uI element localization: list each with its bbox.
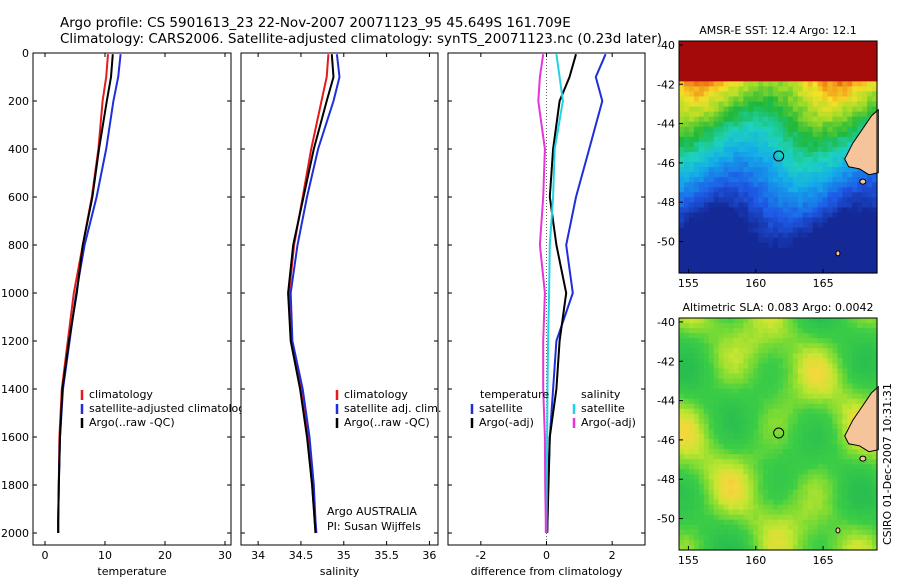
- x-tick-label: 34: [251, 549, 265, 562]
- y-tick-label: 1400: [1, 383, 29, 396]
- land-auckland-islands: [835, 250, 841, 257]
- x-tick-label: 20: [158, 549, 172, 562]
- sst-map-panel: AMSR-E SST: 12.4 Argo: 12.1 155 160 165 -40 -…: [657, 24, 879, 290]
- x-axis-label: difference from climatology: [471, 565, 623, 578]
- map-y-tick-label: -42: [657, 355, 675, 368]
- map-title: AMSR-E SST: 12.4 Argo: 12.1: [699, 24, 857, 37]
- x-tick-label: 35: [337, 549, 351, 562]
- x-tick-label: 36: [422, 549, 436, 562]
- x-tick-label: 30: [218, 549, 232, 562]
- map-x-tick-label: 165: [813, 277, 834, 290]
- x-axis-label: salinity: [320, 565, 360, 578]
- land-auckland-islands: [835, 527, 841, 534]
- map-frame: [678, 317, 878, 551]
- land-new-zealand: [844, 385, 879, 453]
- legend-label: satellite: [479, 402, 523, 415]
- map-y-tick-label: -46: [657, 434, 675, 447]
- legend-label: satellite: [581, 402, 625, 415]
- land-stewart-island: [859, 455, 867, 462]
- legend-label: satellite adj. clim.: [344, 402, 441, 415]
- map-y-tick-label: -40: [657, 39, 675, 52]
- title-line-1: Argo profile: CS 5901613_23 22-Nov-2007 …: [60, 15, 571, 31]
- argo-position-marker: [773, 150, 785, 162]
- map-title: Altimetric SLA: 0.083 Argo: 0.0042: [682, 301, 873, 314]
- land-new-zealand: [844, 108, 879, 176]
- y-tick-label: 1200: [1, 335, 29, 348]
- x-tick-label: -2: [475, 549, 486, 562]
- map-x-tick-label: 155: [678, 277, 699, 290]
- series-line: [537, 54, 547, 533]
- salinity-panel: 34 34.5 35 35.5 36 salinity climatologysatelli…: [240, 52, 441, 578]
- map-y-tick-label: -44: [657, 118, 675, 131]
- x-tick-label: 0: [42, 549, 49, 562]
- map-y-tick-label: -42: [657, 78, 675, 91]
- y-tick-label: 0: [22, 47, 29, 60]
- title-line-2: Climatology: CARS2006. Satellite-adjuste…: [60, 31, 662, 47]
- x-tick-label: 35.5: [374, 549, 399, 562]
- difference-panel: -2 0 2 difference from climatology temperatu…: [447, 52, 646, 578]
- x-axis-label: temperature: [97, 565, 166, 578]
- map-y-tick-label: -44: [657, 395, 675, 408]
- map-y-tick-label: -46: [657, 157, 675, 170]
- y-tick-label: 2000: [1, 527, 29, 540]
- map-y-tick-label: -48: [657, 473, 675, 486]
- x-tick-label: 0: [543, 549, 550, 562]
- map-x-tick-label: 165: [813, 554, 834, 567]
- map-x-tick-label: 160: [745, 277, 766, 290]
- legend-label: satellite-adjusted climatology: [89, 402, 252, 415]
- side-stamp: CSIRO 01-Dec-2007 10:31:31: [881, 383, 894, 545]
- legend-label: Argo(..raw -QC): [344, 416, 430, 429]
- legend-title-salinity: salinity: [581, 388, 621, 401]
- argo-position-marker: [773, 427, 785, 439]
- series-line: [57, 54, 114, 533]
- map-field: [679, 318, 878, 551]
- sla-map-panel: Altimetric SLA: 0.083 Argo: 0.0042 155 160…: [657, 301, 879, 567]
- y-tick-label: 1000: [1, 287, 29, 300]
- series-line: [546, 53, 577, 534]
- y-tick-label: 200: [8, 95, 29, 108]
- legend-label: Argo(-adj): [581, 416, 636, 429]
- y-tick-label: 400: [8, 143, 29, 156]
- annotation-text: PI: Susan Wijffels: [327, 520, 421, 533]
- legend-label: Argo(..raw -QC): [89, 416, 175, 429]
- map-x-tick-label: 160: [745, 554, 766, 567]
- map-frame: [678, 40, 878, 274]
- map-y-tick-label: -50: [657, 236, 675, 249]
- plot-frame: [32, 52, 232, 546]
- legend-label: Argo(-adj): [479, 416, 534, 429]
- map-x-tick-label: 155: [678, 554, 699, 567]
- series-line: [287, 54, 335, 534]
- x-tick-label: 34.5: [289, 549, 314, 562]
- map-y-tick-label: -50: [657, 513, 675, 526]
- map-y-tick-label: -40: [657, 316, 675, 329]
- y-tick-label: 800: [8, 239, 29, 252]
- legend-label: climatology: [344, 388, 408, 401]
- temperature-panel: 0 10 20 30 0 200 400 600 800 1000 1200 1400 1600 1800…: [1, 47, 252, 578]
- land-stewart-island: [859, 178, 867, 185]
- x-tick-label: 10: [98, 549, 112, 562]
- y-tick-label: 1600: [1, 431, 29, 444]
- y-tick-label: 600: [8, 191, 29, 204]
- series-line: [545, 54, 564, 533]
- map-y-tick-label: -48: [657, 196, 675, 209]
- x-tick-label: 2: [609, 549, 616, 562]
- y-tick-label: 1800: [1, 479, 29, 492]
- annotation-text: Argo AUSTRALIA: [327, 505, 417, 518]
- legend-title-temperature: temperature: [480, 388, 549, 401]
- map-field: [679, 41, 878, 274]
- legend-label: climatology: [89, 388, 153, 401]
- plot-frame: [240, 52, 439, 546]
- series-line: [289, 54, 341, 534]
